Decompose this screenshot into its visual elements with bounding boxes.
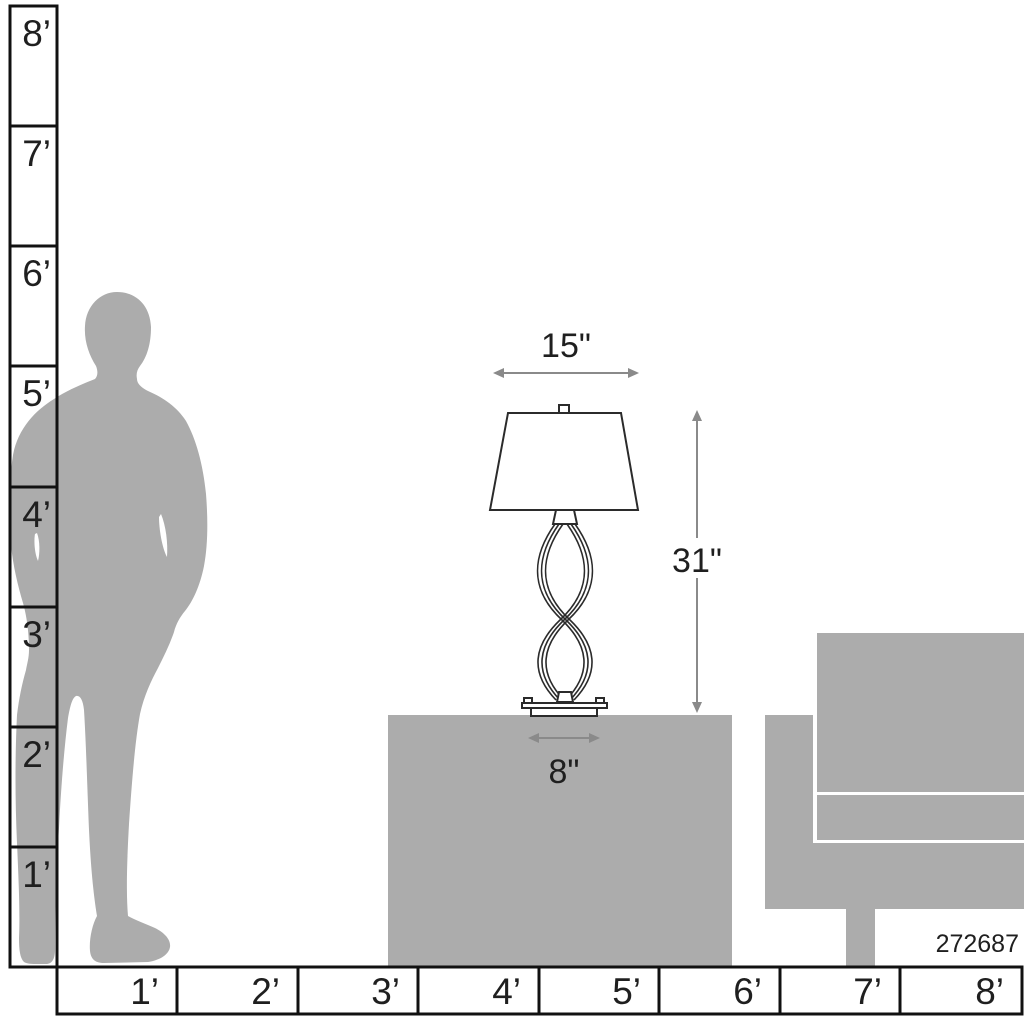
lamp-strand [544, 523, 593, 701]
horizontal-ruler-label: 6’ [733, 971, 762, 1012]
vertical-ruler-label: 8’ [22, 13, 51, 54]
sofa-leg [846, 909, 875, 967]
lamp-strand [540, 523, 589, 701]
arrow-down-icon [692, 702, 702, 713]
product-code: 272687 [936, 930, 1019, 958]
sofa-base [765, 843, 1024, 909]
horizontal-ruler-label: 3’ [371, 971, 400, 1012]
arrow-right-icon [628, 368, 639, 378]
horizontal-ruler-label: 8’ [975, 971, 1004, 1012]
vertical-ruler: 8’ 7’ 6’ 5’ 4’ 3’ 2’ 1’ [8, 4, 59, 969]
right-hand-highlight [159, 514, 168, 557]
sofa-backrest [817, 633, 1024, 792]
lamp-body-twisted-strands [536, 523, 594, 701]
arrow-right-icon [589, 733, 600, 743]
table-lamp [488, 404, 640, 717]
lamp-height-label-backdrop [670, 538, 724, 578]
lamp-neck [551, 509, 579, 525]
arrow-up-icon [692, 410, 702, 421]
lamp-shade [488, 412, 640, 511]
person-silhouette [9, 292, 208, 964]
vertical-ruler-label: 6’ [22, 253, 51, 294]
vertical-ruler-gridlines [10, 124, 57, 849]
lamp-finial [558, 404, 570, 414]
lamp-strand [545, 523, 594, 701]
base-width-label: 8" [549, 753, 580, 791]
base-width-annotation: 8" [528, 733, 600, 791]
shade-width-annotation: 15" [493, 327, 639, 378]
arrow-left-icon [528, 733, 539, 743]
person-silhouette-shape [9, 292, 208, 964]
vertical-ruler-label: 3’ [22, 614, 51, 655]
vertical-ruler-label: 7’ [22, 133, 51, 174]
lamp-height-annotation: 31" [670, 410, 724, 713]
side-table [388, 715, 732, 967]
lamp-height-label: 31" [672, 542, 722, 580]
vertical-ruler-label: 2’ [22, 734, 51, 775]
lamp-base [530, 707, 598, 717]
horizontal-ruler-label: 5’ [612, 971, 641, 1012]
horizontal-ruler-label: 1’ [130, 971, 159, 1012]
horizontal-ruler-label: 2’ [251, 971, 280, 1012]
sofa [765, 633, 1024, 967]
arrow-left-icon [493, 368, 504, 378]
lamp-strand [536, 523, 585, 701]
shade-width-label: 15" [541, 327, 591, 365]
lamp-socket [555, 691, 575, 703]
sofa-seat-cushion [817, 795, 1024, 840]
horizontal-ruler-label: 7’ [853, 971, 882, 1012]
sofa-armrest [765, 715, 813, 845]
lamp-strand [541, 523, 590, 701]
vertical-ruler-label: 1’ [22, 854, 51, 895]
vertical-ruler-label: 5’ [22, 373, 51, 414]
vertical-ruler-label: 4’ [22, 494, 51, 535]
horizontal-ruler: 1’ 2’ 3’ 4’ 5’ 6’ 7’ 8’ [55, 965, 1024, 1016]
horizontal-ruler-gridlines [175, 967, 902, 1014]
lamp-strand [537, 523, 586, 701]
horizontal-ruler-label: 4’ [492, 971, 521, 1012]
left-hand-highlight [34, 533, 40, 561]
